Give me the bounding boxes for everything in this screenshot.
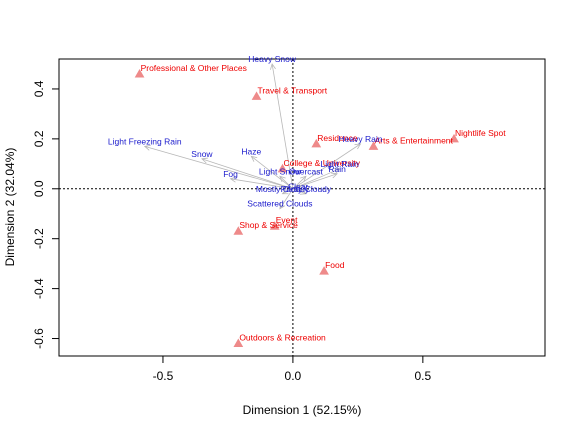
arrowhead-partly-cloudy	[299, 189, 307, 195]
arrow-snow	[201, 158, 294, 190]
label-rain: Rain	[328, 164, 346, 174]
label-overcast: Overcast	[289, 166, 324, 176]
arrowhead-mostly-cloudy	[281, 188, 289, 195]
marker-college-university	[277, 163, 288, 173]
arrow-overcast	[292, 176, 307, 190]
y-tick-label: 0.2	[32, 130, 46, 147]
label-college-university: College & University	[284, 158, 361, 168]
label-professional-other-places: Professional & Other Places	[141, 63, 247, 73]
label-fog: Fog	[223, 169, 238, 179]
label-food: Food	[325, 260, 345, 270]
arrow-light-freezing-rain	[144, 145, 294, 190]
reference-lines	[59, 59, 545, 356]
y-tick-label: 0.0	[32, 180, 46, 197]
x-axis-title: Dimension 1 (52.15%)	[243, 403, 362, 417]
arrowhead-light-snow	[279, 175, 286, 183]
arrow-partly-cloudy	[292, 188, 307, 195]
label-mostly-cloudy: Mostly Cloudy	[256, 184, 310, 194]
marker-nightlife-spot	[449, 133, 459, 143]
label-scattered-clouds: Scattered Clouds	[247, 199, 312, 209]
plot-frame	[58, 58, 546, 357]
arrowhead-light-rain	[333, 168, 341, 174]
arrowhead-heavy-snow	[270, 63, 276, 70]
label-arts-entertainment: Arts & Entertainment	[374, 135, 453, 145]
y-tick-label: -0.6	[32, 328, 46, 349]
label-heavy-snow: Heavy Snow	[248, 54, 297, 64]
label-outdoors-recreation: Outdoors & Recreation	[239, 333, 326, 343]
arrowhead-rain	[331, 172, 338, 179]
label-shop-service: Shop & Service	[239, 220, 298, 230]
label-snow: Snow	[191, 149, 213, 159]
venue-markers	[134, 68, 459, 348]
marker-event	[269, 221, 280, 230]
label-light-snow: Light Snow	[259, 166, 302, 176]
arrow-light-rain	[292, 168, 340, 190]
label-nightlife-spot: Nightlife Spot	[455, 128, 506, 138]
label-residence: Residence	[317, 133, 357, 143]
axes: -0.5 0.0 0.5 -0.6 -0.4 -0.2 0.0 0.2 0.4	[32, 80, 432, 383]
marker-food	[319, 266, 329, 275]
arrowhead-overcast	[300, 175, 307, 183]
arrow-mostly-cloudy	[282, 188, 294, 195]
marker-outdoors-recreation	[233, 338, 244, 348]
x-tick-label: 0.5	[415, 369, 432, 383]
arrow-fog	[230, 178, 293, 190]
label-travel-transport: Travel & Transport	[258, 85, 328, 95]
y-axis-title: Dimension 2 (32.04%)	[3, 148, 17, 267]
y-tick-label: -0.4	[32, 278, 46, 299]
arrow-heavy-snow	[271, 63, 294, 189]
y-tick-label: -0.2	[32, 228, 46, 249]
y-tick-label: 0.4	[32, 80, 46, 97]
arrowhead-light-freezing-rain	[143, 144, 151, 151]
label-light-rain: Light Rain	[321, 159, 360, 169]
arrow-light-snow	[279, 176, 294, 190]
label-clear: Clear	[288, 181, 308, 191]
label-partly-cloudy: Partly Cloudy	[281, 184, 332, 194]
marker-travel-transport	[251, 91, 262, 100]
arrowhead-clear	[292, 186, 299, 192]
x-tick-label: -0.5	[153, 369, 174, 383]
arrowhead-scattered-clouds	[279, 202, 286, 210]
x-tick-label: 0.0	[285, 369, 302, 383]
arrowhead-heavy-rain	[354, 143, 362, 150]
label-light-freezing-rain: Light Freezing Rain	[108, 136, 182, 146]
arrow-scattered-clouds	[279, 188, 294, 209]
arrowhead-snow	[201, 157, 208, 164]
arrowhead-fog	[229, 176, 237, 183]
marker-shop-service	[233, 226, 244, 235]
label-haze: Haze	[241, 146, 261, 156]
arrow-rain	[292, 173, 338, 190]
weather-arrows	[143, 63, 362, 210]
point-labels: Professional & Other Places Travel & Tran…	[108, 54, 506, 343]
label-heavy-rain: Heavy Rain	[339, 134, 383, 144]
marker-professional-other-places	[134, 68, 145, 78]
marker-residence	[311, 138, 322, 148]
label-event: Event	[276, 215, 298, 225]
marker-arts-entertainment	[368, 141, 379, 150]
arrowhead-haze	[250, 155, 258, 162]
arrow-haze	[251, 156, 294, 190]
